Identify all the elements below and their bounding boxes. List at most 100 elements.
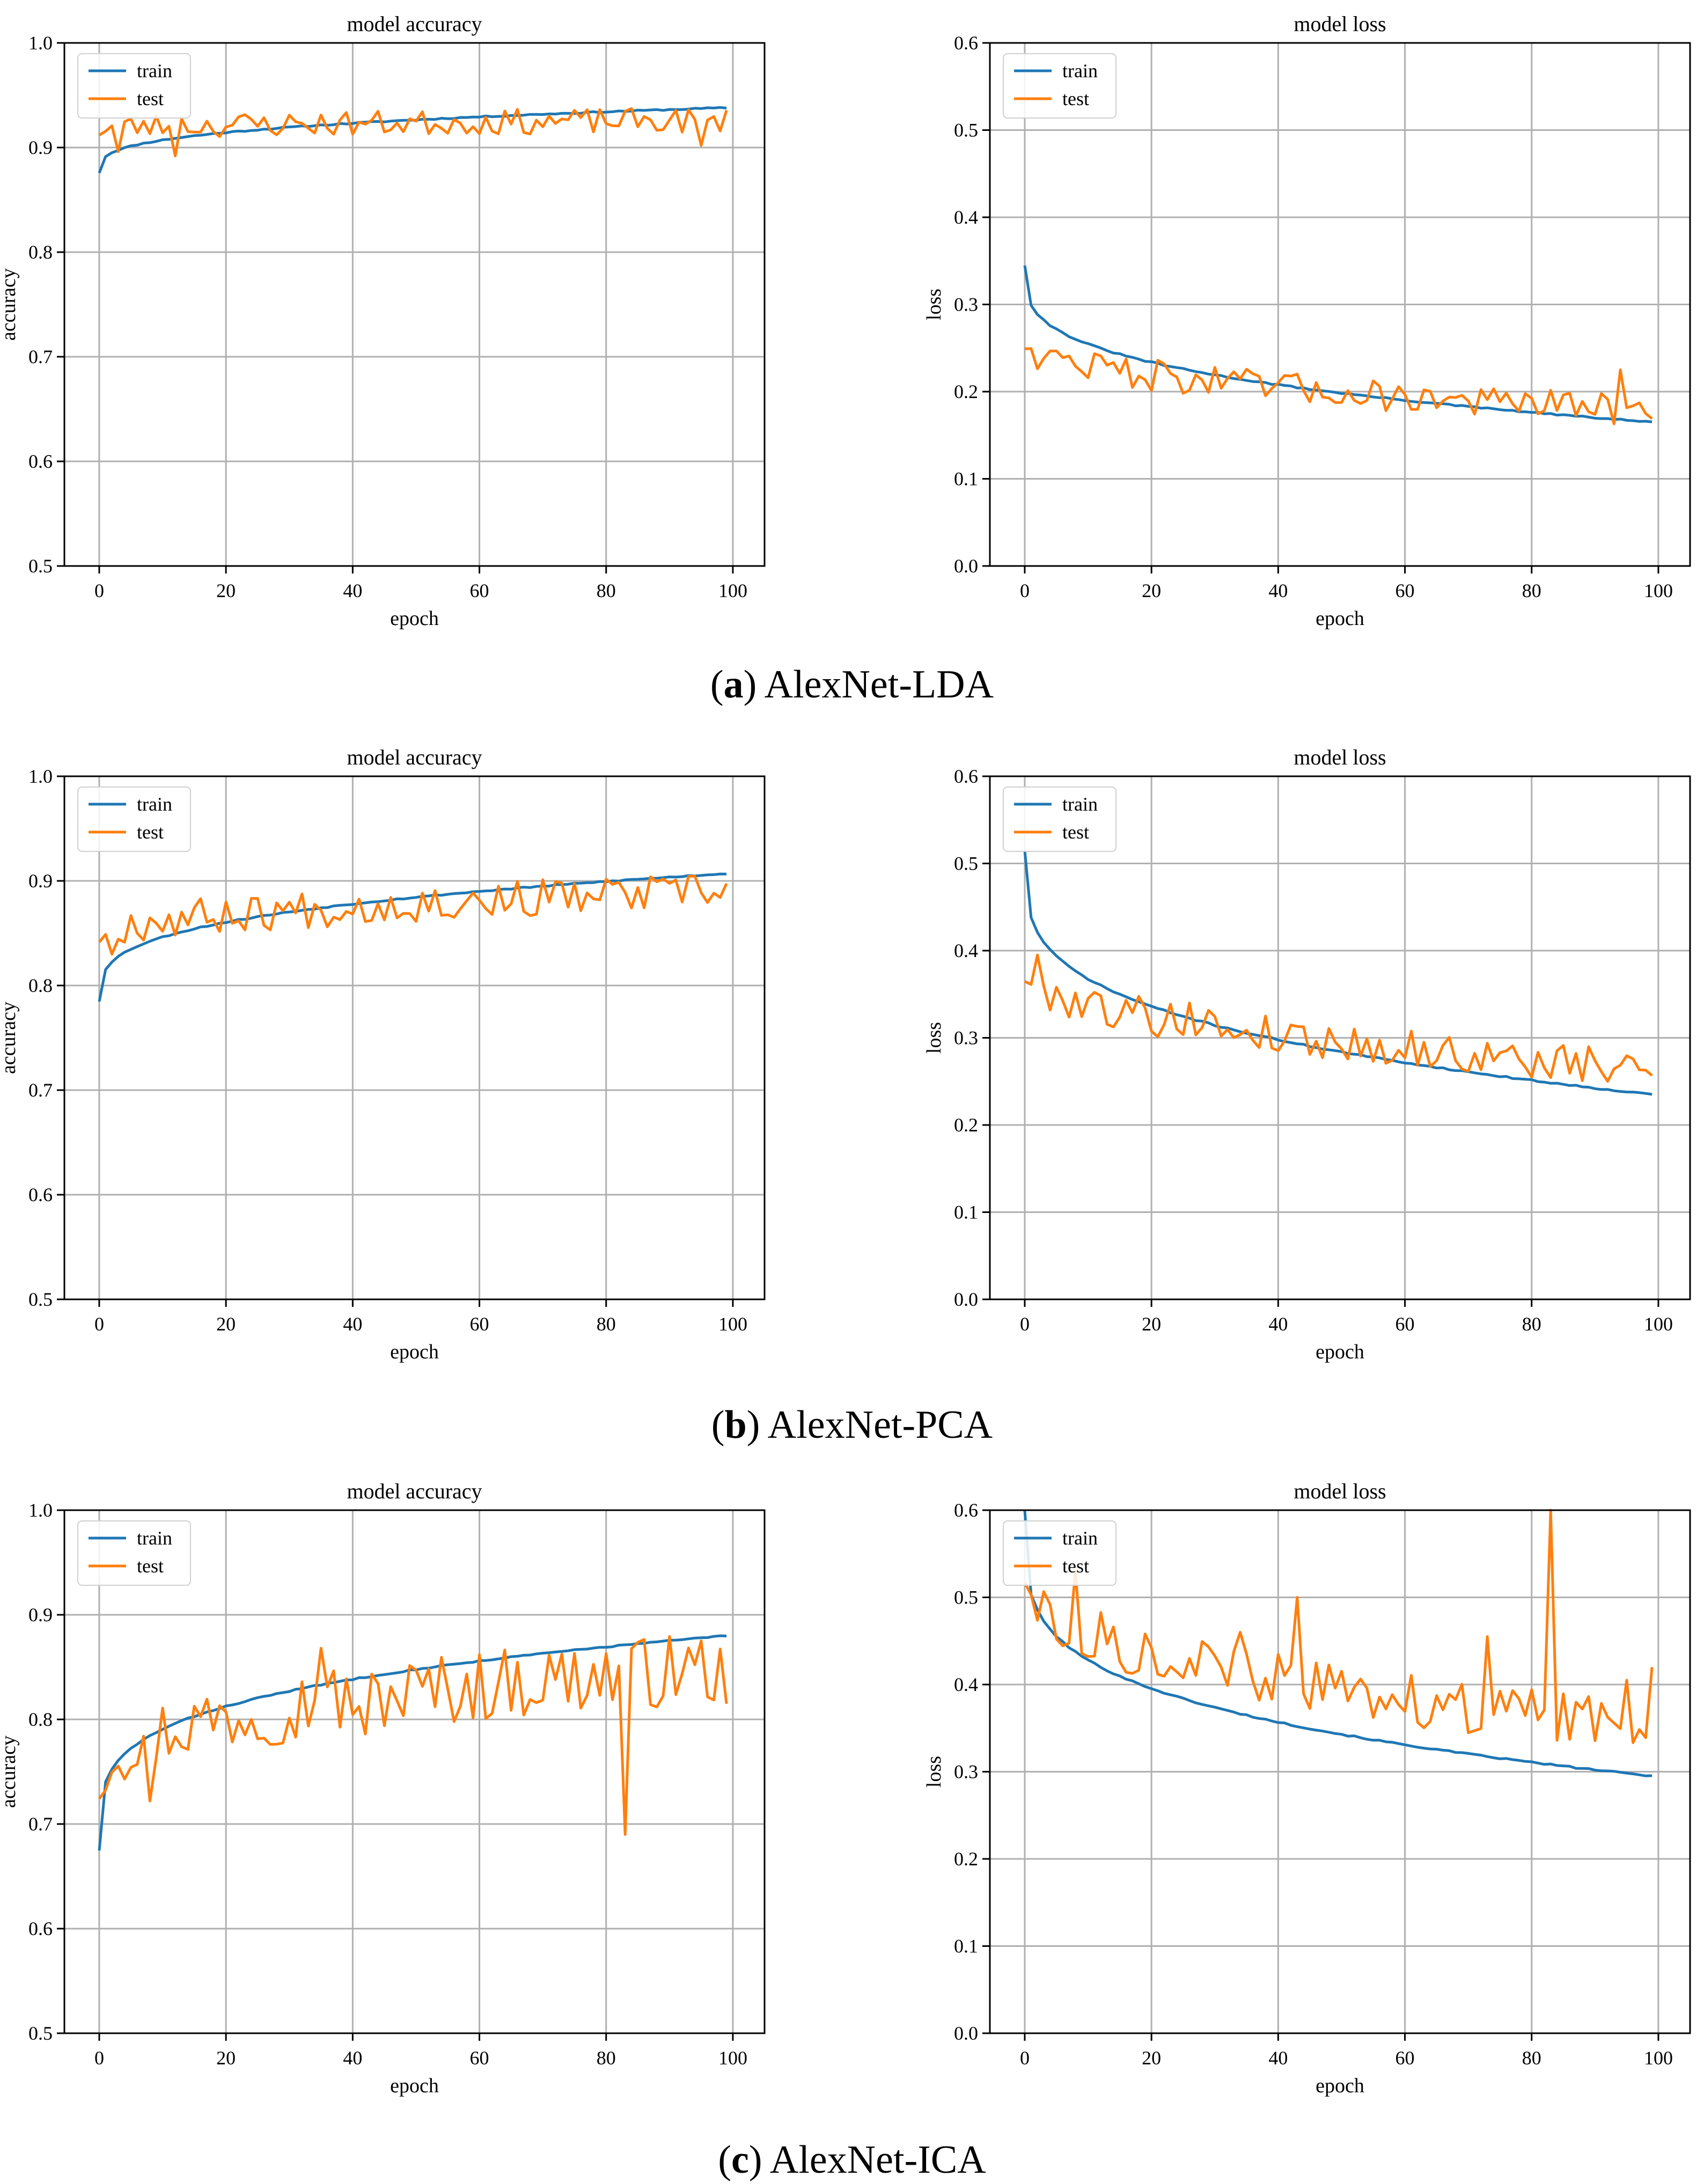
tick-label-x: 80 <box>597 2047 616 2069</box>
tick-label-x: 80 <box>597 580 616 601</box>
tick-label-y: 0.0 <box>954 2023 978 2044</box>
tick-label-x: 40 <box>1268 580 1288 601</box>
tick-label-x: 0 <box>1020 1313 1030 1335</box>
legend-label-train: train <box>1062 1527 1098 1549</box>
tick-label-y: 0.8 <box>28 975 53 996</box>
y-axis-label: loss <box>923 289 945 320</box>
tick-label-x: 20 <box>1142 580 1161 601</box>
y-axis-label: accuracy <box>0 268 20 341</box>
tick-label-x: 80 <box>597 1313 616 1335</box>
tick-label-y: 0.9 <box>28 870 53 892</box>
tick-label-y: 0.5 <box>954 1587 978 1608</box>
tick-label-x: 60 <box>1395 1313 1415 1335</box>
tick-label-x: 60 <box>470 580 489 601</box>
series-test <box>1024 953 1653 1083</box>
tick-label-x: 40 <box>343 1313 362 1335</box>
tick-label-y: 0.4 <box>954 207 978 228</box>
tick-label-x: 0 <box>1020 2047 1030 2069</box>
legend-box <box>77 1520 191 1586</box>
caption-c: (c) AlexNet-ICA <box>718 2138 986 2182</box>
series-test <box>1024 347 1653 425</box>
tick-label-y: 0.4 <box>954 1674 978 1695</box>
tick-label-y: 0.6 <box>28 1184 53 1205</box>
tick-label-x: 100 <box>1644 1313 1673 1335</box>
tick-label-y: 0.8 <box>28 1709 53 1730</box>
tick-label-y: 0.2 <box>954 381 978 402</box>
series-test <box>98 1635 728 1836</box>
y-axis-label: accuracy <box>0 1736 20 1808</box>
series-train <box>98 106 727 174</box>
y-axis-label: loss <box>923 1022 945 1054</box>
chart-title: model loss <box>1294 745 1386 769</box>
x-axis-label: epoch <box>390 607 439 630</box>
tick-label-y: 0.3 <box>954 1027 978 1049</box>
legend-label-train: train <box>137 60 172 82</box>
tick-label-x: 100 <box>718 1313 747 1335</box>
tick-label-x: 20 <box>216 2047 236 2069</box>
x-axis-label: epoch <box>390 1341 439 1363</box>
legend-label-train: train <box>1062 60 1098 82</box>
tick-label-x: 100 <box>718 2047 747 2069</box>
tick-label-x: 60 <box>470 1313 489 1335</box>
legend-box <box>1003 1520 1117 1586</box>
tick-label-y: 0.5 <box>28 1289 53 1310</box>
tick-label-y: 0.6 <box>954 766 978 787</box>
tick-label-x: 20 <box>1142 2047 1161 2069</box>
tick-label-y: 0.7 <box>28 1813 53 1835</box>
legend-label-test: test <box>137 1555 164 1577</box>
tick-label-x: 40 <box>1268 2047 1288 2069</box>
tick-label-y: 0.9 <box>28 1604 53 1626</box>
tick-label-y: 0.3 <box>954 294 978 315</box>
tick-label-y: 0.9 <box>28 137 53 158</box>
tick-label-x: 100 <box>1644 580 1673 601</box>
x-axis-label: epoch <box>390 2075 439 2097</box>
legend: train test <box>1003 53 1117 119</box>
legend-label-test: test <box>137 821 164 843</box>
series-train <box>1023 850 1652 1096</box>
tick-label-y: 0.7 <box>28 346 53 367</box>
series-train <box>1023 265 1652 423</box>
tick-label-x: 20 <box>216 580 236 601</box>
series-test <box>98 874 728 955</box>
legend-label-train: train <box>137 1527 172 1549</box>
chart-title: model accuracy <box>347 12 482 36</box>
tick-label-y: 0.2 <box>954 1114 978 1136</box>
tick-label-y: 1.0 <box>28 1499 53 1521</box>
tick-label-y: 0.6 <box>28 1918 53 1939</box>
legend: train test <box>1003 786 1117 852</box>
tick-label-y: 1.0 <box>28 32 53 54</box>
tick-label-x: 0 <box>1020 580 1030 601</box>
x-axis-label: epoch <box>1316 2075 1364 2097</box>
plot-frame <box>63 1509 766 2034</box>
tick-label-x: 80 <box>1522 1313 1541 1335</box>
tick-label-x: 80 <box>1522 580 1541 601</box>
tick-label-y: 0.5 <box>28 2023 53 2044</box>
legend-label-test: test <box>1062 88 1089 109</box>
y-axis-label: accuracy <box>0 1002 20 1074</box>
tick-label-y: 0.3 <box>954 1761 978 1783</box>
chart-b-loss: 0 20 40 60 80 100 0.0 0.1 0.2 0.3 0.4 0.5 0.6 model l… <box>923 745 1691 1363</box>
legend-box <box>77 53 191 119</box>
chart-a-loss: 0 20 40 60 80 100 0.0 0.1 0.2 0.3 0.4 0.5 0.6 model l… <box>923 12 1691 630</box>
series-test <box>1023 1509 1654 1744</box>
legend-label-train: train <box>1062 793 1098 815</box>
chart-title: model loss <box>1294 1479 1386 1503</box>
chart-title: model accuracy <box>347 1479 482 1503</box>
tick-label-y: 0.0 <box>954 555 978 577</box>
chart-title: model loss <box>1294 12 1386 36</box>
legend-label-test: test <box>137 88 164 109</box>
caption-b: (b) AlexNet-PCA <box>711 1403 993 1447</box>
chart-c-accuracy: 0 20 40 60 80 100 0.5 0.6 0.7 0.8 0.9 1.0 model accu… <box>0 1479 766 2097</box>
tick-label-x: 40 <box>1268 1313 1288 1335</box>
tick-label-y: 0.1 <box>954 1936 978 1957</box>
series-train <box>98 872 727 1002</box>
tick-label-x: 80 <box>1522 2047 1541 2069</box>
tick-label-x: 20 <box>216 1313 236 1335</box>
chart-b-accuracy: 0 20 40 60 80 100 0.5 0.6 0.7 0.8 0.9 1.0 model accu… <box>0 745 766 1363</box>
tick-label-y: 0.5 <box>28 555 53 577</box>
tick-label-x: 20 <box>1142 1313 1161 1335</box>
tick-label-y: 0.6 <box>28 451 53 472</box>
legend-box <box>1003 786 1117 852</box>
y-axis-label: loss <box>923 1756 945 1788</box>
tick-label-y: 0.2 <box>954 1848 978 1870</box>
